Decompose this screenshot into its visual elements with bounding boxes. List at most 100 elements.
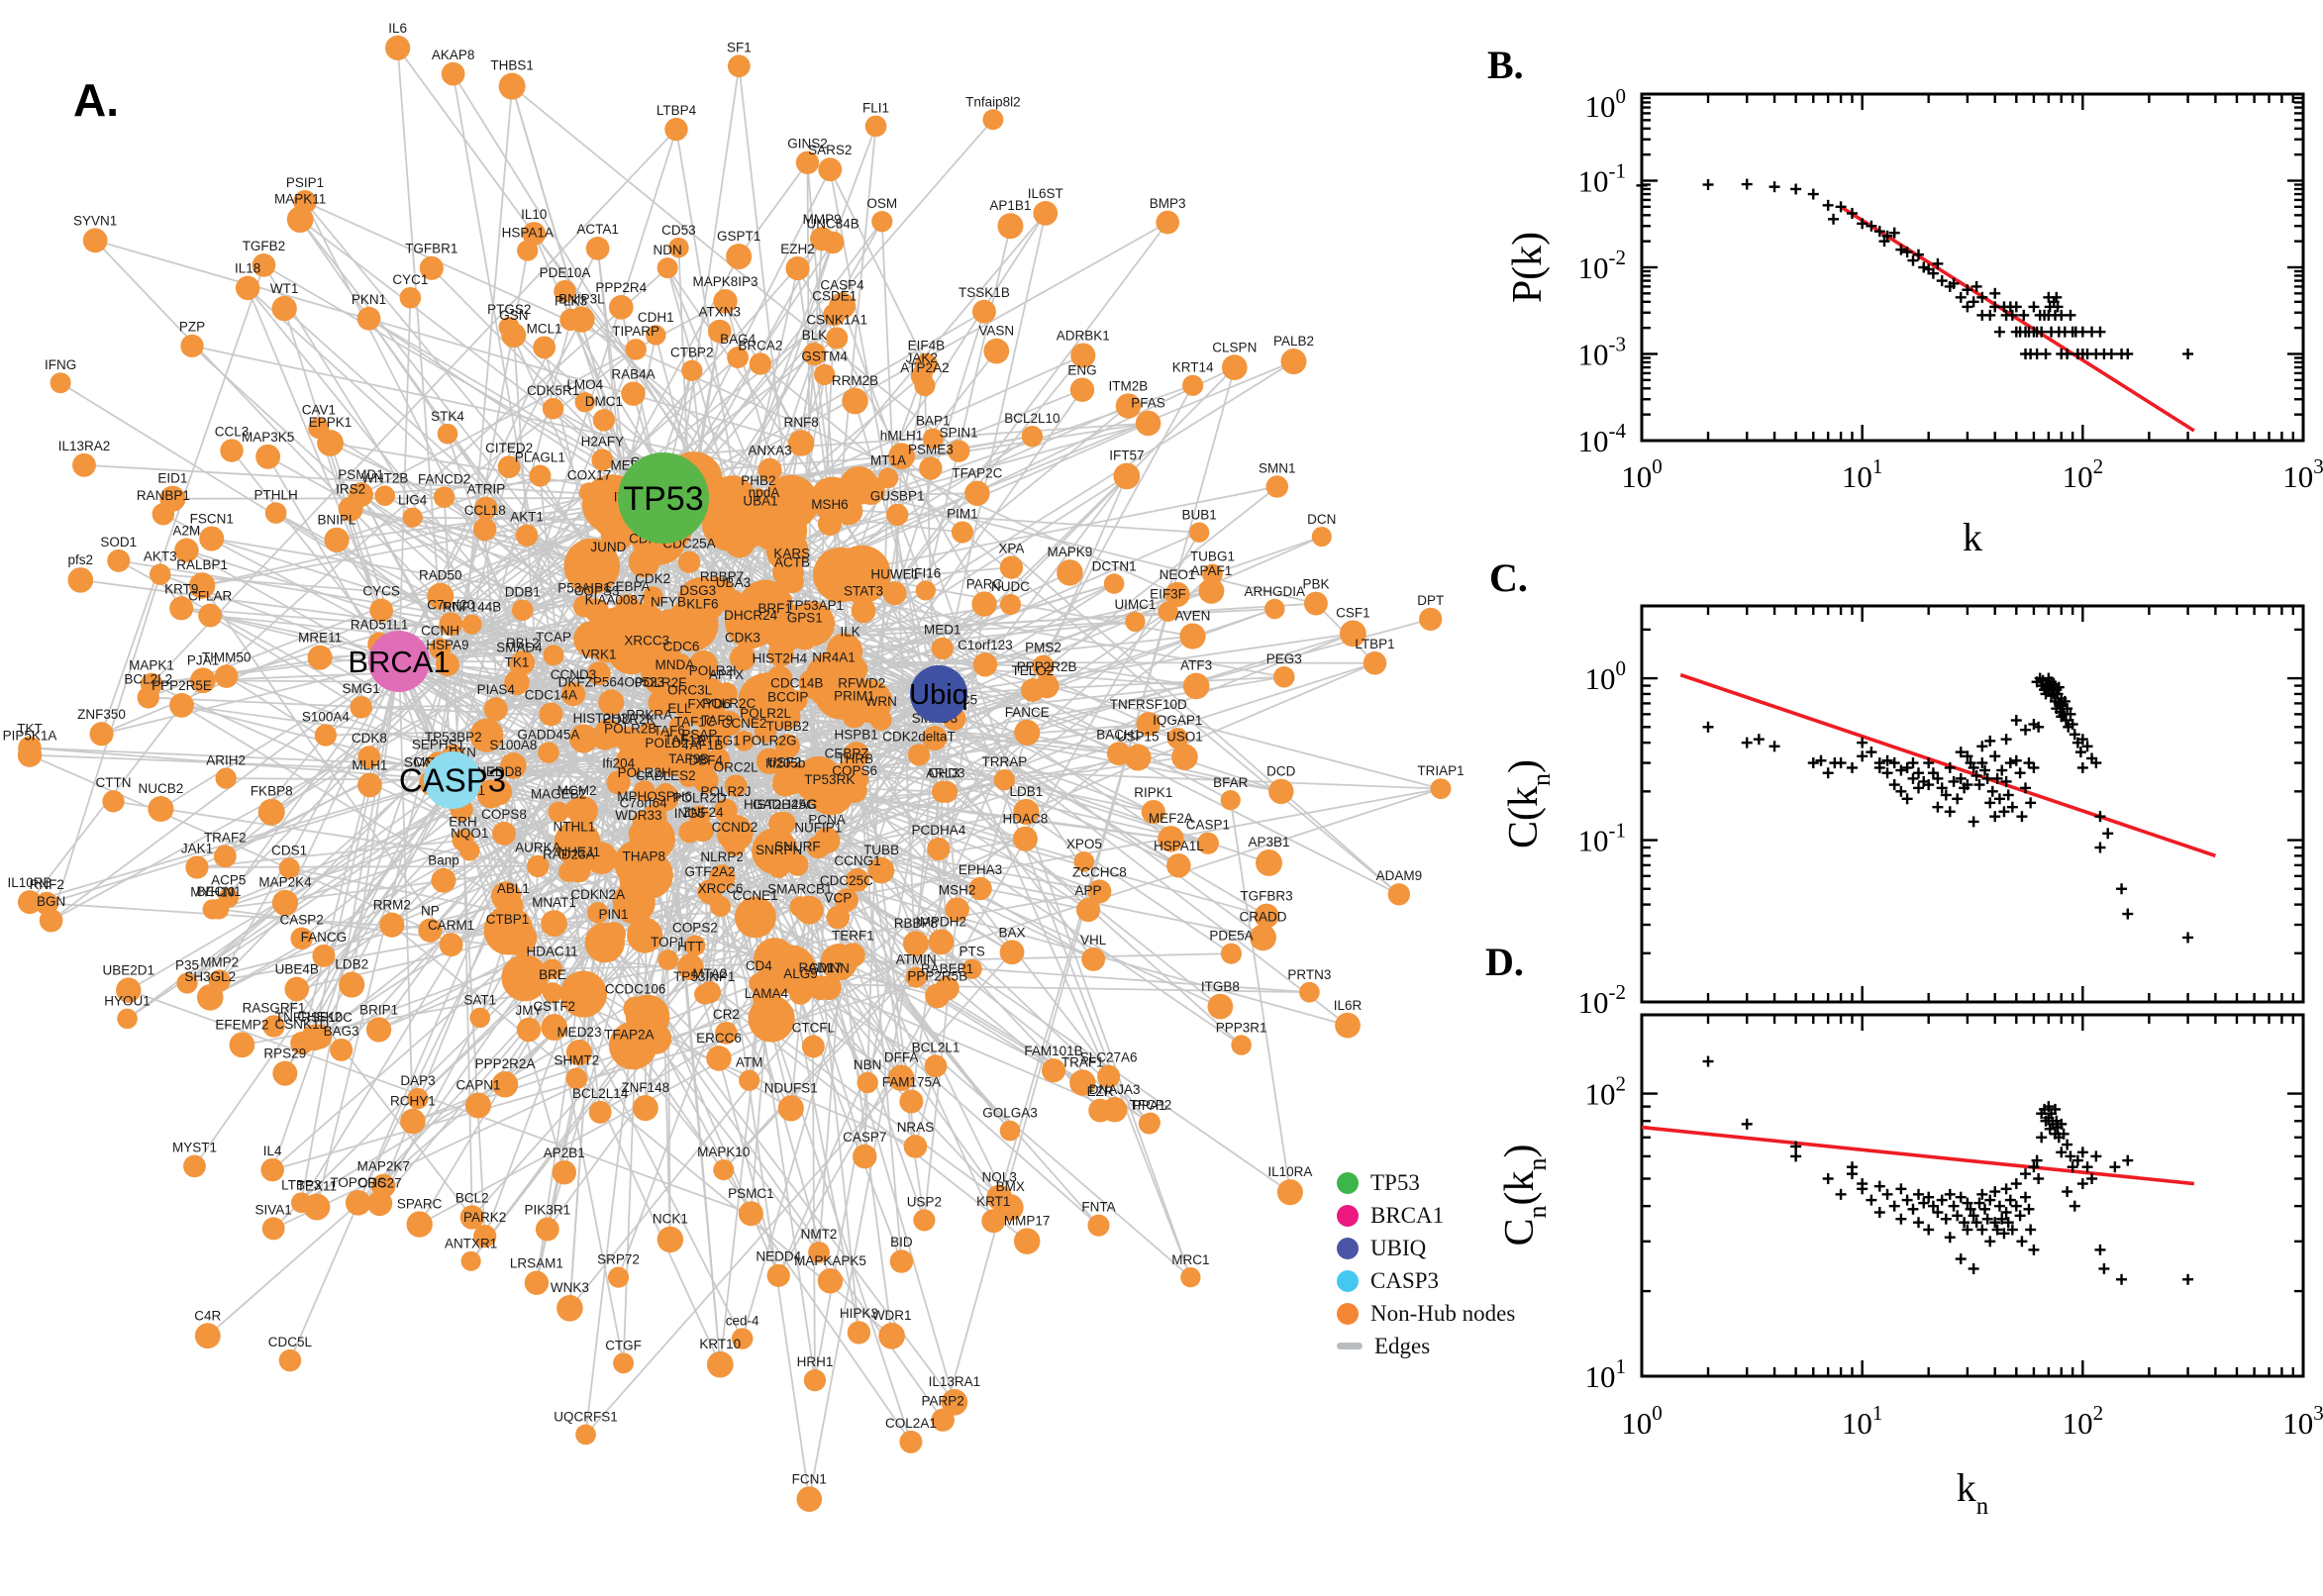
network-node[interactable] (1265, 475, 1289, 498)
network-node[interactable] (608, 295, 634, 320)
network-node[interactable] (257, 798, 285, 826)
network-node[interactable] (768, 856, 790, 878)
network-node[interactable] (1158, 601, 1178, 622)
network-node[interactable] (961, 958, 982, 979)
network-node[interactable] (169, 596, 194, 621)
network-node[interactable] (307, 1024, 333, 1049)
network-node[interactable] (628, 823, 650, 844)
network-node[interactable] (374, 485, 396, 506)
network-node[interactable] (542, 958, 562, 980)
network-node[interactable] (941, 1388, 968, 1416)
network-node[interactable] (1101, 1096, 1128, 1123)
network-node[interactable] (102, 790, 125, 813)
network-node[interactable] (72, 452, 96, 477)
network-node[interactable] (278, 857, 300, 879)
network-node[interactable] (556, 1295, 583, 1322)
network-node[interactable] (524, 1270, 550, 1295)
network-node[interactable] (632, 1095, 658, 1122)
network-node[interactable] (1311, 527, 1332, 548)
network-node[interactable] (1103, 573, 1125, 594)
network-node[interactable] (617, 1042, 641, 1065)
network-node[interactable] (509, 654, 530, 675)
network-node[interactable] (931, 1408, 955, 1432)
network-node[interactable] (716, 710, 742, 737)
network-node[interactable] (169, 693, 194, 718)
network-node[interactable] (598, 689, 625, 716)
network-node[interactable] (441, 61, 465, 86)
network-node[interactable] (308, 417, 330, 440)
network-node[interactable] (662, 672, 687, 697)
network-node[interactable] (1268, 778, 1294, 805)
network-node[interactable] (208, 969, 231, 992)
network-node[interactable] (678, 821, 701, 844)
network-node[interactable] (636, 546, 657, 568)
network-node[interactable] (1188, 522, 1210, 543)
network-node[interactable] (180, 334, 204, 358)
network-node[interactable] (562, 834, 586, 856)
network-node[interactable] (971, 591, 997, 617)
network-node[interactable] (888, 443, 915, 470)
network-node[interactable] (981, 1209, 1006, 1234)
network-node[interactable] (215, 767, 237, 789)
network-node[interactable] (1069, 1069, 1096, 1096)
network-node[interactable] (183, 1154, 206, 1178)
network-node[interactable] (857, 1071, 878, 1094)
network-node[interactable] (808, 1242, 830, 1263)
network-node[interactable] (999, 940, 1025, 965)
network-node[interactable] (983, 338, 1010, 364)
network-node[interactable] (220, 439, 244, 462)
network-node[interactable] (439, 612, 463, 637)
network-node[interactable] (813, 827, 841, 854)
network-node[interactable] (565, 1039, 593, 1066)
network-node[interactable] (723, 834, 746, 857)
network-node[interactable] (1339, 620, 1366, 648)
network-node[interactable] (819, 787, 841, 809)
network-node[interactable] (261, 1217, 285, 1241)
network-node[interactable] (964, 480, 990, 506)
network-node[interactable] (1069, 377, 1095, 402)
network-node[interactable] (654, 749, 680, 776)
network-node[interactable] (1087, 879, 1112, 904)
network-node[interactable] (1070, 343, 1096, 368)
network-node[interactable] (999, 593, 1022, 616)
network-node[interactable] (1202, 563, 1223, 585)
network-node[interactable] (429, 638, 452, 660)
network-node[interactable] (541, 910, 567, 937)
network-node[interactable] (17, 890, 43, 915)
network-node[interactable] (1254, 903, 1279, 929)
network-node[interactable] (852, 1144, 877, 1169)
network-node[interactable] (198, 603, 223, 628)
network-node[interactable] (433, 486, 455, 508)
network-node[interactable] (864, 115, 887, 138)
network-node[interactable] (1097, 1064, 1121, 1088)
network-node[interactable] (431, 867, 456, 893)
network-node[interactable] (907, 744, 931, 766)
network-node[interactable] (615, 593, 641, 619)
network-node[interactable] (264, 502, 287, 524)
network-node[interactable] (533, 336, 556, 359)
network-node[interactable] (681, 359, 703, 381)
network-node[interactable] (676, 953, 704, 981)
network-node[interactable] (515, 524, 539, 547)
network-node[interactable] (307, 645, 333, 670)
network-node[interactable] (642, 586, 663, 608)
network-node[interactable] (586, 902, 609, 924)
network-node[interactable] (400, 1108, 426, 1135)
network-node[interactable] (843, 742, 869, 768)
network-node[interactable] (1180, 1267, 1201, 1288)
network-node[interactable] (1115, 393, 1142, 419)
network-node[interactable] (606, 770, 631, 795)
network-node[interactable] (706, 1350, 734, 1378)
network-node[interactable] (715, 682, 738, 705)
network-node[interactable] (497, 455, 521, 479)
network-node[interactable] (646, 325, 666, 346)
network-node[interactable] (345, 1189, 371, 1216)
network-node[interactable] (905, 966, 927, 988)
network-node[interactable] (188, 572, 216, 599)
network-node[interactable] (656, 1226, 684, 1253)
network-node[interactable] (459, 1205, 484, 1230)
network-node[interactable] (190, 667, 216, 694)
network-node[interactable] (786, 690, 808, 712)
network-node[interactable] (1021, 425, 1044, 448)
network-node[interactable] (925, 983, 951, 1009)
